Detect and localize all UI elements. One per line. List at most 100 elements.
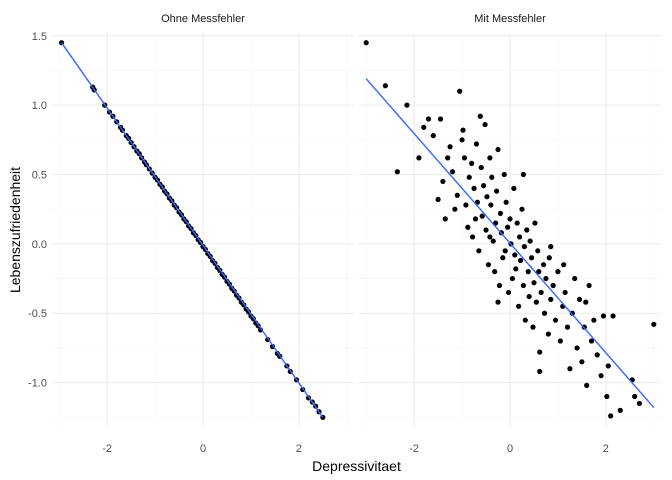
data-point-right	[445, 155, 451, 161]
data-point-right	[584, 382, 590, 388]
data-point-right	[545, 331, 551, 337]
data-point-right	[363, 40, 369, 46]
x-tick-labels-right: -2 0 2	[409, 443, 609, 455]
data-point-right	[608, 413, 614, 419]
y-tick-label: 0.5	[32, 170, 47, 182]
data-point-right	[541, 310, 548, 316]
data-point-right	[495, 299, 501, 305]
data-point-right	[519, 206, 525, 212]
data-point-right	[449, 169, 456, 175]
data-point-right	[524, 227, 530, 233]
data-point-right	[528, 255, 535, 261]
data-point-right	[531, 280, 537, 286]
data-point-right	[440, 178, 446, 185]
data-point-right	[525, 269, 531, 275]
data-point-right	[404, 102, 410, 108]
data-point-right	[485, 262, 492, 268]
data-point-right	[520, 171, 527, 178]
data-point-right	[576, 296, 583, 302]
data-point-right	[481, 183, 487, 189]
data-point-right	[522, 317, 528, 323]
data-point-right	[511, 185, 517, 191]
x-tick-label-right: 0	[507, 443, 513, 455]
data-point-right	[490, 238, 496, 244]
data-point-right	[537, 368, 543, 375]
data-point-right	[495, 146, 501, 153]
data-point-right	[517, 257, 524, 264]
data-point-right	[507, 216, 513, 222]
data-point-right	[489, 174, 495, 180]
data-point-right	[472, 216, 479, 222]
data-point-right	[488, 202, 494, 208]
data-point-right	[492, 269, 498, 275]
y-tick-label: 1.0	[32, 100, 47, 112]
data-point-right	[478, 164, 484, 171]
data-point-right	[532, 220, 538, 226]
x-tick-label-left: -2	[102, 443, 112, 455]
data-point-right	[469, 160, 475, 167]
grid-right	[359, 33, 661, 427]
panel-mit-messfehler: Mit Messfehler -2 0 2	[359, 13, 661, 455]
data-point-right	[537, 349, 543, 355]
data-point-right	[561, 262, 567, 268]
data-point-right	[555, 269, 561, 275]
data-point-right	[484, 194, 490, 200]
data-point-right	[600, 313, 607, 319]
data-point-right	[586, 282, 592, 289]
x-tick-label-left: 2	[296, 443, 302, 455]
data-point-right	[540, 262, 547, 268]
data-point-right	[421, 124, 427, 130]
data-point-right	[487, 234, 493, 240]
data-point-right	[463, 202, 469, 208]
y-tick-label: -1.0	[28, 378, 47, 390]
data-point-right	[594, 352, 600, 358]
y-tick-label: 1.5	[32, 31, 47, 43]
data-point-right	[470, 234, 476, 240]
data-point-right	[503, 199, 509, 205]
data-point-right	[416, 155, 422, 161]
panel-ohne-messfehler: Ohne Messfehler -2 0 2	[52, 13, 354, 455]
strip-label-right: Mit Messfehler	[474, 13, 546, 25]
data-point-right	[513, 266, 519, 272]
data-point-right	[500, 255, 506, 261]
x-tick-labels-left: -2 0 2	[102, 443, 302, 455]
data-point-right	[579, 359, 585, 365]
data-point-right	[457, 88, 463, 94]
data-point-right	[482, 121, 488, 128]
data-point-right	[435, 196, 441, 203]
y-axis-title: Lebenszufriedenheit	[7, 167, 23, 293]
data-point-right	[604, 393, 610, 400]
data-point-right	[521, 244, 527, 250]
data-point-right	[502, 248, 508, 254]
x-axis-title: Depressivitaet	[312, 458, 401, 474]
data-point-right	[583, 299, 589, 305]
data-point-right	[538, 289, 544, 296]
data-point-right	[516, 303, 522, 309]
data-point-right	[536, 269, 542, 275]
data-point-right	[543, 275, 549, 282]
data-point-right	[505, 289, 512, 296]
data-point-right	[546, 255, 552, 261]
data-point-right	[477, 113, 483, 119]
data-point-right	[437, 116, 444, 122]
data-point-right	[461, 155, 468, 161]
data-point-right	[466, 174, 472, 180]
data-point-right	[476, 248, 482, 254]
data-point-right	[493, 188, 500, 194]
strip-label-left: Ohne Messfehler	[161, 13, 245, 25]
data-point-right	[505, 224, 511, 230]
x-tick-label-left: 0	[200, 443, 206, 455]
data-point-right	[496, 282, 503, 289]
data-point-right	[610, 313, 616, 319]
data-point-right	[394, 169, 400, 175]
data-point-right	[598, 373, 604, 379]
data-point-right	[483, 227, 489, 233]
data-point-right	[516, 234, 523, 240]
data-point-right	[442, 216, 448, 222]
data-point-right	[591, 317, 597, 323]
data-point-right	[479, 213, 485, 219]
data-point-right	[487, 155, 493, 161]
y-tick-label: 0.0	[32, 239, 47, 251]
marks-left	[58, 40, 326, 420]
